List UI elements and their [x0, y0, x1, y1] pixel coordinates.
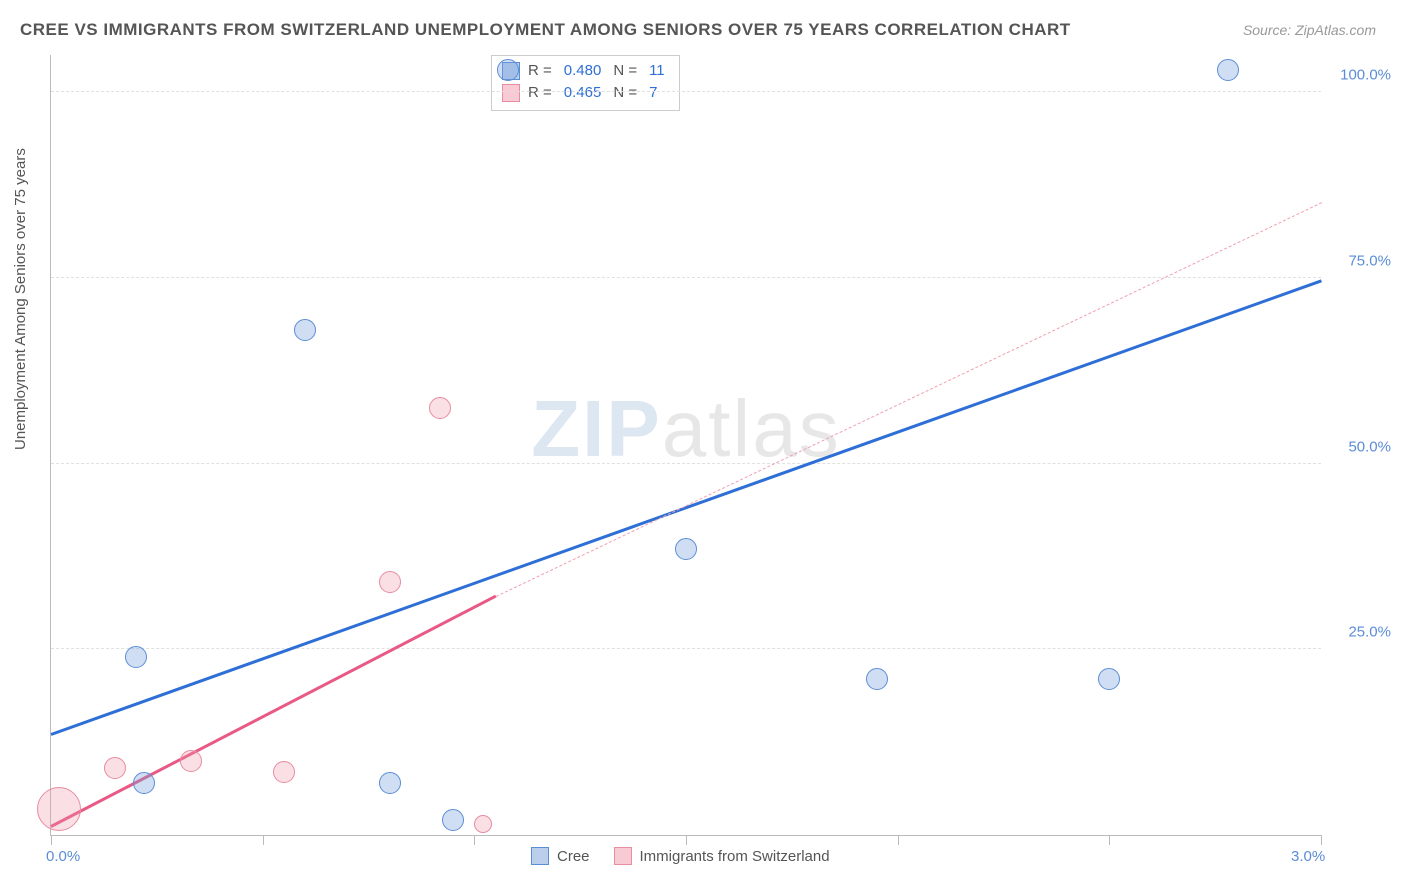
swatch-icon	[531, 847, 549, 865]
gridline	[51, 91, 1321, 92]
source-attribution: Source: ZipAtlas.com	[1243, 22, 1376, 38]
x-tick-label: 3.0%	[1291, 848, 1325, 865]
legend-label: Cree	[557, 848, 590, 865]
chart-title: CREE VS IMMIGRANTS FROM SWITZERLAND UNEM…	[20, 20, 1071, 40]
r-label: R =	[528, 60, 552, 82]
legend-item-swiss: Immigrants from Switzerland	[614, 847, 830, 865]
n-label: N =	[613, 82, 637, 104]
x-tick	[1321, 835, 1322, 845]
data-point	[133, 772, 155, 794]
series-legend: Cree Immigrants from Switzerland	[531, 847, 830, 865]
gridline	[51, 463, 1321, 464]
plot-area: ZIPatlas R = 0.480 N = 11 R = 0.465 N = …	[50, 55, 1321, 836]
x-tick	[474, 835, 475, 845]
trend-line	[495, 203, 1321, 598]
data-point	[104, 757, 126, 779]
data-point	[379, 772, 401, 794]
x-tick-label: 0.0%	[46, 848, 80, 865]
n-value-swiss: 7	[645, 82, 661, 104]
y-tick-label: 50.0%	[1348, 438, 1391, 455]
x-tick	[51, 835, 52, 845]
legend-item-cree: Cree	[531, 847, 590, 865]
watermark-bold: ZIP	[531, 384, 661, 473]
n-label: N =	[613, 60, 637, 82]
data-point	[497, 59, 519, 81]
correlation-legend: R = 0.480 N = 11 R = 0.465 N = 7	[491, 55, 680, 111]
data-point	[1098, 668, 1120, 690]
data-point	[125, 646, 147, 668]
data-point	[294, 319, 316, 341]
legend-row-cree: R = 0.480 N = 11	[502, 60, 669, 82]
y-tick-label: 100.0%	[1340, 67, 1391, 84]
data-point	[474, 815, 492, 833]
watermark: ZIPatlas	[531, 383, 840, 475]
n-value-cree: 11	[645, 60, 669, 82]
y-tick-label: 25.0%	[1348, 624, 1391, 641]
swatch-icon	[614, 847, 632, 865]
y-tick-label: 75.0%	[1348, 252, 1391, 269]
data-point	[273, 761, 295, 783]
x-tick	[686, 835, 687, 845]
y-axis-label: Unemployment Among Seniors over 75 years	[12, 148, 29, 450]
data-point	[675, 538, 697, 560]
x-tick	[263, 835, 264, 845]
r-value-cree: 0.480	[560, 60, 606, 82]
data-point	[37, 787, 81, 831]
data-point	[180, 750, 202, 772]
x-tick	[898, 835, 899, 845]
data-point	[1217, 59, 1239, 81]
swatch-icon	[502, 84, 520, 102]
data-point	[442, 809, 464, 831]
r-value-swiss: 0.465	[560, 82, 606, 104]
data-point	[866, 668, 888, 690]
trend-line	[50, 280, 1321, 736]
data-point	[379, 571, 401, 593]
legend-row-swiss: R = 0.465 N = 7	[502, 82, 669, 104]
gridline	[51, 648, 1321, 649]
r-label: R =	[528, 82, 552, 104]
data-point	[429, 397, 451, 419]
x-tick	[1109, 835, 1110, 845]
gridline	[51, 277, 1321, 278]
legend-label: Immigrants from Switzerland	[640, 848, 830, 865]
